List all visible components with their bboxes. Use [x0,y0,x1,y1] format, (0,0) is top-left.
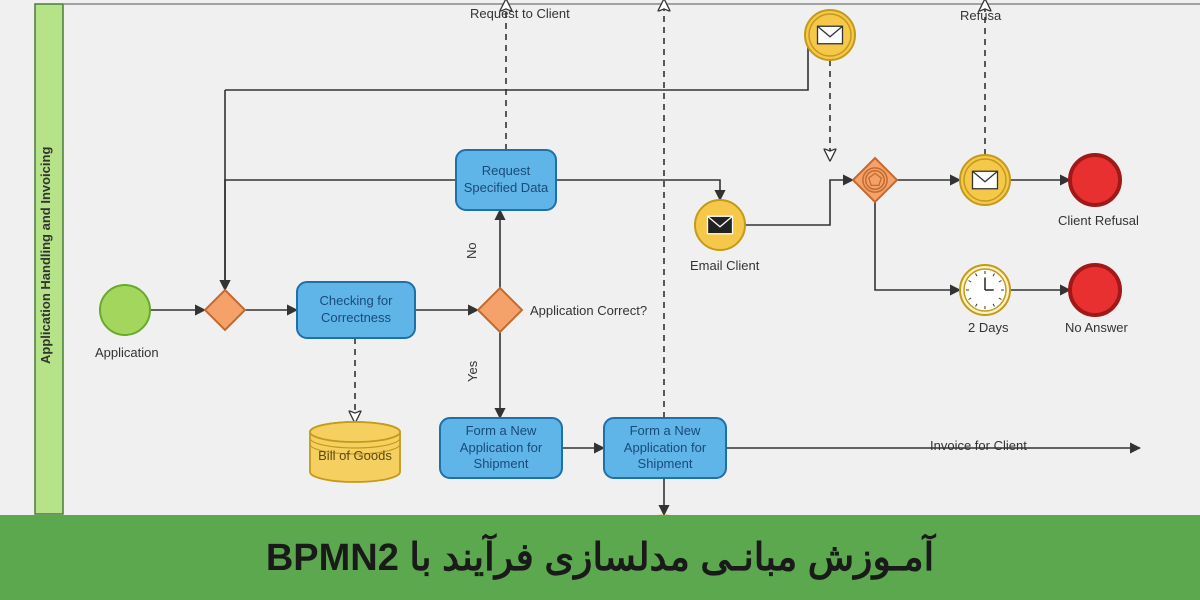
title-banner: آمـوزش مبانـی مدلسازی فرآیند با BPMN2 [0,515,1200,600]
bpmn-diagram: No Yes Request to Client Invoice for Client… [0,0,1200,600]
svg-text:No: No [464,242,479,259]
svg-text:Application Correct?: Application Correct? [530,303,647,318]
banner-text: آمـوزش مبانـی مدلسازی فرآیند با BPMN2 [266,535,934,580]
svg-text:Email Client: Email Client [690,258,760,273]
svg-text:Yes: Yes [465,360,480,382]
lane-title: Application Handling and Invoicing [38,100,53,410]
svg-text:No Answer: No Answer [1065,320,1129,335]
svg-text:Bill of Goods: Bill of Goods [318,448,392,463]
svg-text:Invoice for Client: Invoice for Client [930,438,1027,453]
svg-text:Client Refusal: Client Refusal [1058,213,1139,228]
svg-text:Application: Application [95,345,159,360]
svg-text:Refusa: Refusa [960,8,1002,23]
svg-text:2 Days: 2 Days [968,320,1009,335]
svg-text:Request to Client: Request to Client [470,6,570,21]
